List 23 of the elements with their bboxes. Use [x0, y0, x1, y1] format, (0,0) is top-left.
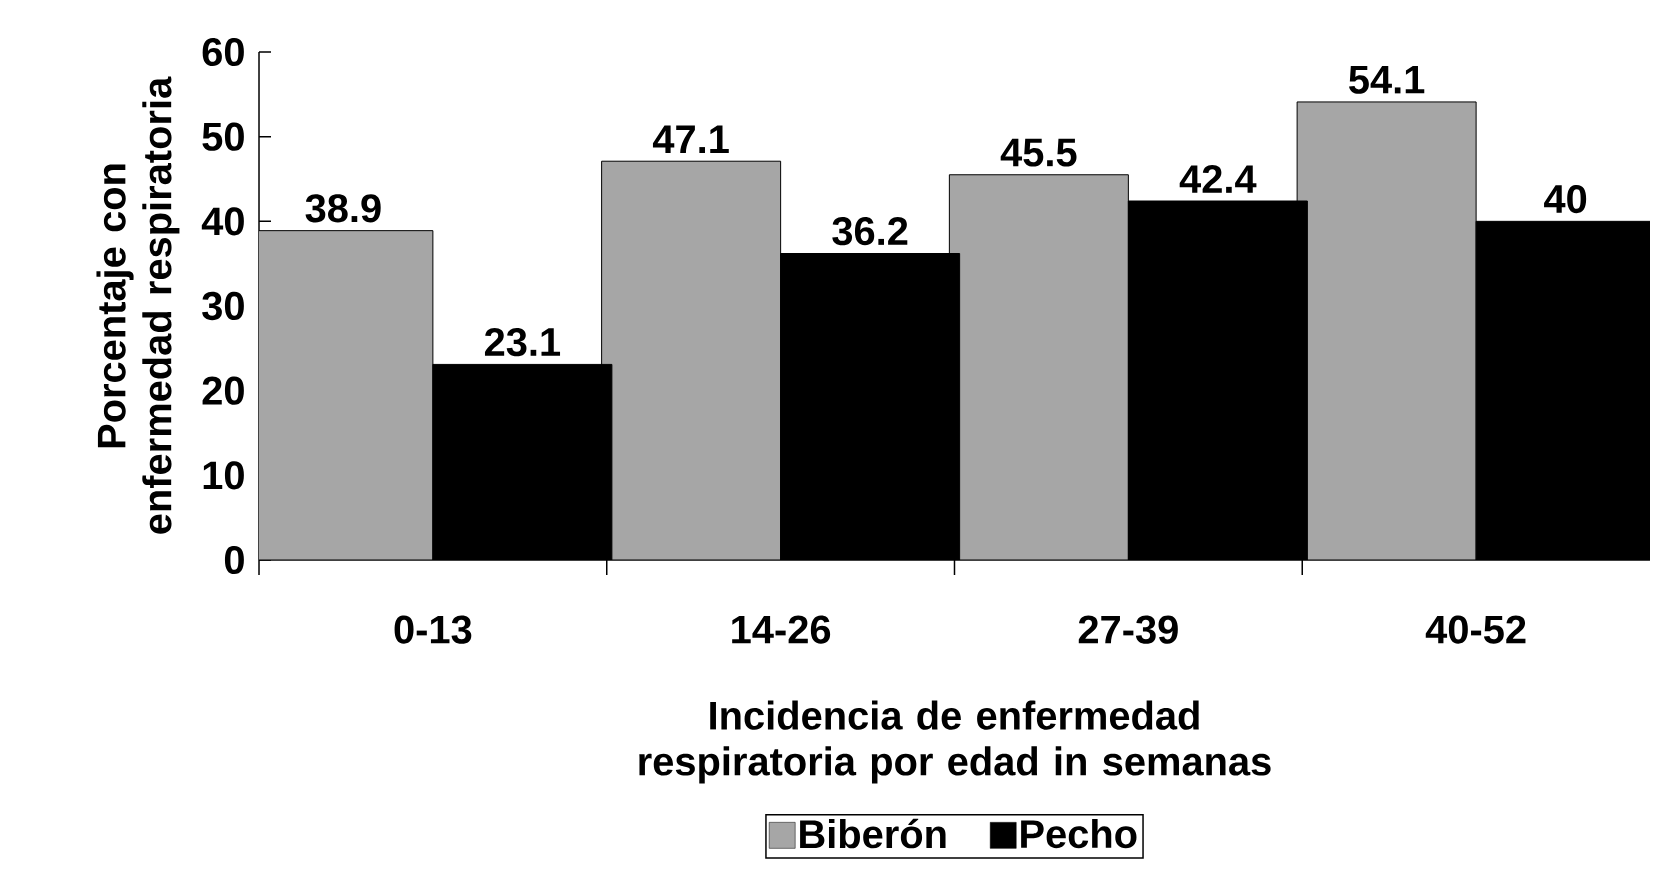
data-label: 47.1: [652, 125, 729, 154]
x-axis-title: Incidencia de enfermedad respiratoria por edad in semanas: [639, 700, 1271, 784]
y-tick-label: 60: [202, 37, 244, 67]
x-tick-label: 27-39: [1078, 615, 1178, 644]
y-tick-label: 20: [202, 376, 244, 405]
data-label: 45.5: [1000, 138, 1077, 167]
data-label: 42.4: [1179, 164, 1257, 193]
y-axis-title: Porcentaje con enfermedad respiratoria: [96, 76, 180, 534]
y-tick-label: 10: [203, 461, 244, 490]
x-tick-label: 40-52: [1425, 615, 1526, 644]
data-label: 40: [1544, 184, 1587, 214]
y-tick-label: 40: [201, 207, 244, 236]
y-tick-label: 0: [224, 545, 244, 575]
x-tick-label: 14-26: [732, 615, 831, 644]
data-label: 36.2: [832, 217, 908, 246]
legend-label: Biberón: [800, 818, 946, 849]
data-label: 38.9: [305, 194, 381, 223]
x-tick-label: 0-13: [394, 615, 472, 644]
data-label: 54.1: [1349, 65, 1425, 94]
data-label: 23.1: [484, 327, 561, 357]
legend-label: Pecho: [1021, 818, 1137, 849]
y-tick-label: 50: [202, 122, 244, 151]
y-tick-label: 30: [202, 291, 244, 321]
